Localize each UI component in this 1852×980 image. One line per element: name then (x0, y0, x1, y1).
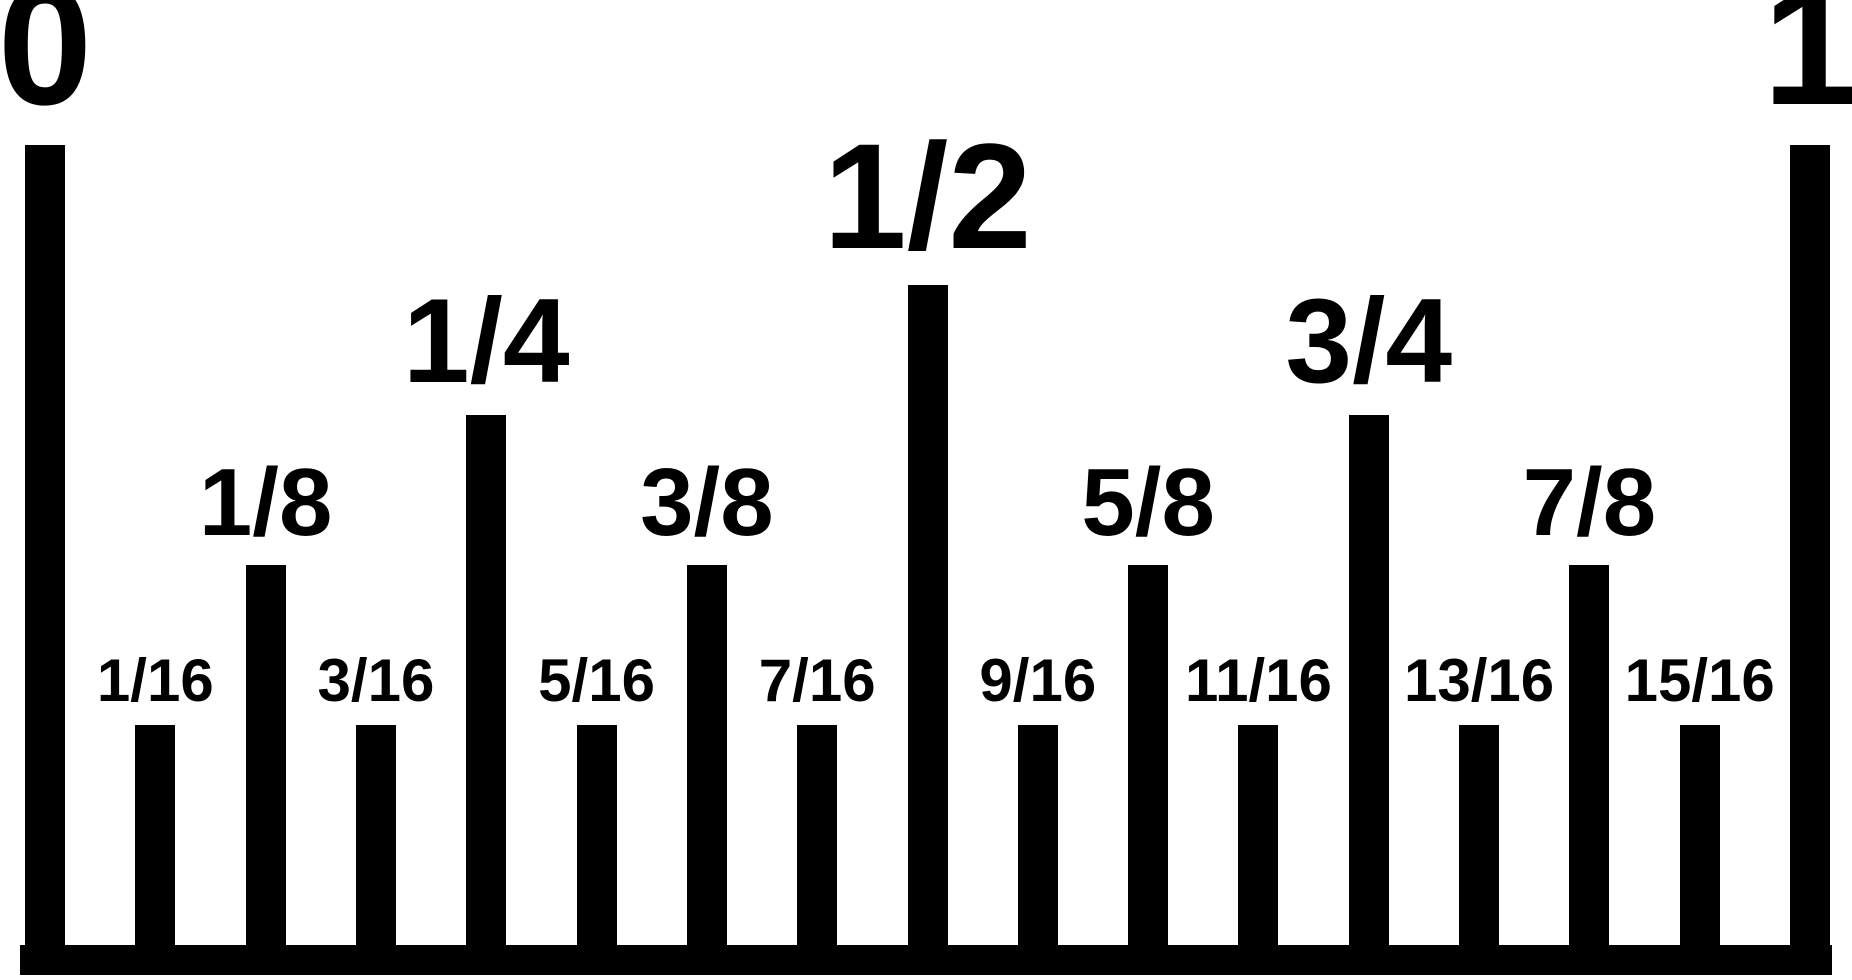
tick-label-whole: 0 (0, 0, 92, 131)
tick-sixteenth (356, 725, 396, 945)
tick-label-quarter: 1/4 (403, 281, 570, 401)
tick-whole (1790, 145, 1830, 945)
tick-label-eighth: 3/8 (640, 455, 773, 551)
tick-label-eighth: 1/8 (199, 455, 332, 551)
tick-label-half: 1/2 (823, 121, 1032, 271)
tick-label-sixteenth: 15/16 (1625, 651, 1775, 711)
tick-label-sixteenth: 13/16 (1404, 651, 1554, 711)
tick-sixteenth (135, 725, 175, 945)
tick-quarter (1349, 415, 1389, 945)
tick-sixteenth (1459, 725, 1499, 945)
tick-label-sixteenth: 5/16 (538, 651, 655, 711)
tick-label-sixteenth: 3/16 (318, 651, 435, 711)
tick-eighth (246, 565, 286, 945)
tick-sixteenth (797, 725, 837, 945)
tick-label-eighth: 7/8 (1523, 455, 1656, 551)
tick-sixteenth (1680, 725, 1720, 945)
tick-eighth (687, 565, 727, 945)
tick-eighth (1128, 565, 1168, 945)
tick-sixteenth (1238, 725, 1278, 945)
ruler-scale: 0 1/16 1/8 3/16 1/4 5/16 3/8 7/16 1/2 9/16 5/8 11/1… (0, 0, 1852, 980)
tick-sixteenth (1018, 725, 1058, 945)
tick-whole (25, 145, 65, 945)
tick-label-whole: 1 (1763, 0, 1852, 131)
tick-sixteenth (577, 725, 617, 945)
tick-label-eighth: 5/8 (1081, 455, 1214, 551)
tick-label-sixteenth: 9/16 (979, 651, 1096, 711)
ruler-baseline (20, 945, 1832, 975)
tick-label-sixteenth: 11/16 (1185, 651, 1332, 711)
tick-label-sixteenth: 1/16 (97, 651, 214, 711)
tick-quarter (466, 415, 506, 945)
tick-label-quarter: 3/4 (1285, 281, 1452, 401)
tick-eighth (1569, 565, 1609, 945)
tick-label-sixteenth: 7/16 (759, 651, 876, 711)
tick-half (908, 285, 948, 945)
